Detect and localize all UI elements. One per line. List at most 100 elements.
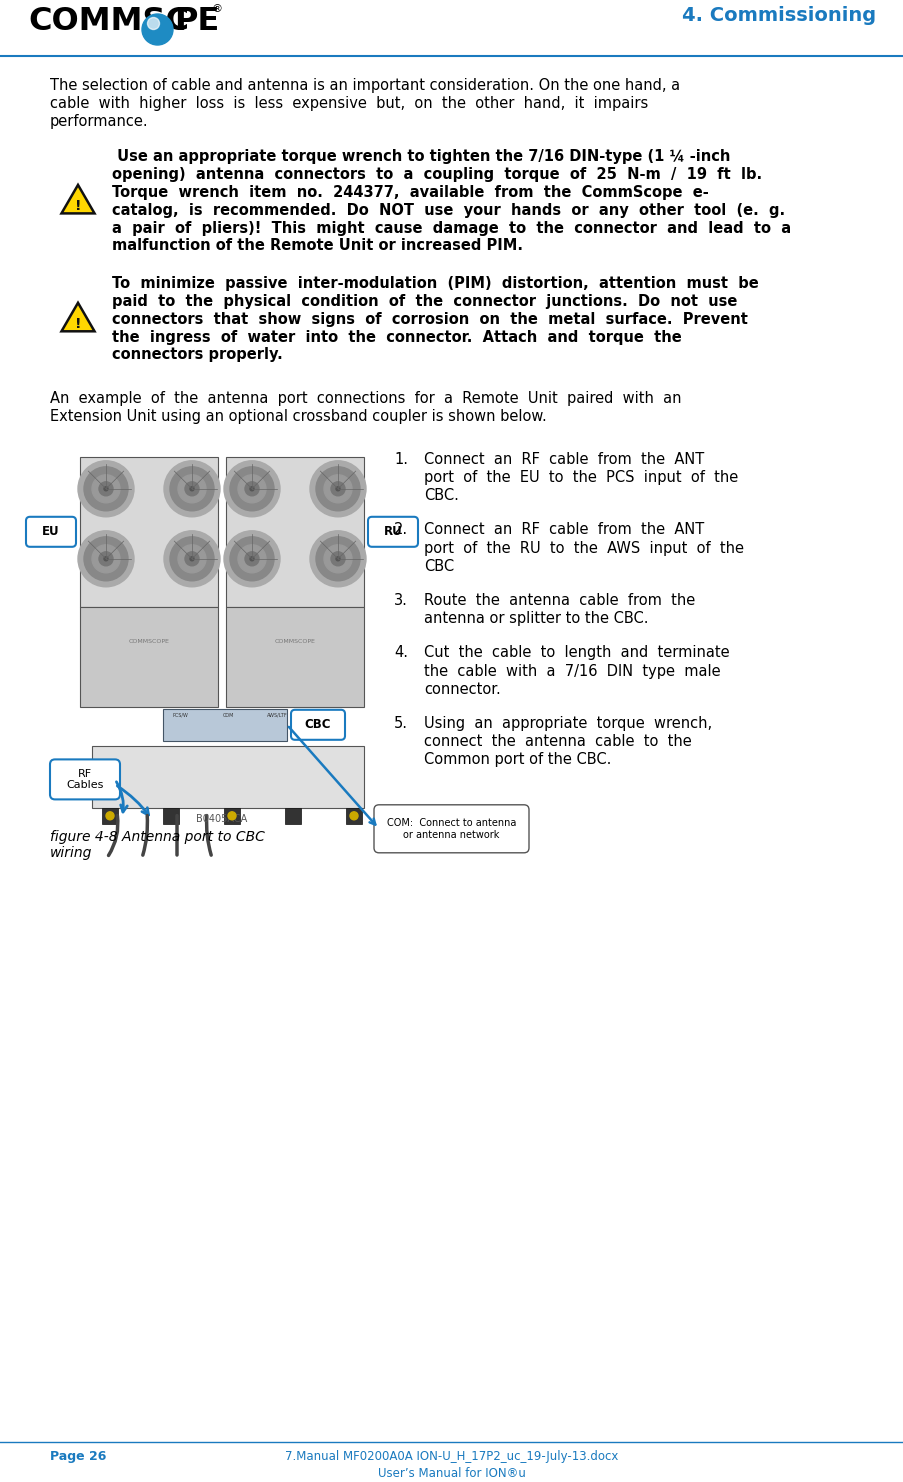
Text: The selection of cable and antenna is an important consideration. On the one han: The selection of cable and antenna is an… bbox=[50, 79, 679, 93]
Text: COMMSCOPE: COMMSCOPE bbox=[275, 639, 315, 645]
Circle shape bbox=[84, 467, 128, 511]
FancyBboxPatch shape bbox=[79, 456, 218, 606]
FancyBboxPatch shape bbox=[226, 606, 364, 707]
Text: Connect  an  RF  cable  from  the  ANT: Connect an RF cable from the ANT bbox=[424, 452, 703, 467]
Text: !: ! bbox=[75, 199, 81, 213]
Text: User’s Manual for ION®u: User’s Manual for ION®u bbox=[377, 1467, 526, 1481]
Text: the  cable  with  a  7/16  DIN  type  male: the cable with a 7/16 DIN type male bbox=[424, 664, 720, 679]
Circle shape bbox=[92, 474, 120, 502]
Circle shape bbox=[92, 545, 120, 574]
Text: CBC: CBC bbox=[304, 719, 330, 731]
FancyBboxPatch shape bbox=[284, 808, 301, 824]
FancyBboxPatch shape bbox=[226, 456, 364, 606]
Circle shape bbox=[104, 557, 107, 560]
Text: B0405ACA: B0405ACA bbox=[196, 814, 247, 824]
Circle shape bbox=[336, 486, 340, 491]
Circle shape bbox=[237, 545, 265, 574]
Text: An  example  of  the  antenna  port  connections  for  a  Remote  Unit  paired  : An example of the antenna port connectio… bbox=[50, 391, 681, 406]
Text: the  ingress  of  water  into  the  connector.  Attach  and  torque  the: the ingress of water into the connector.… bbox=[112, 329, 681, 345]
Polygon shape bbox=[61, 302, 95, 332]
Circle shape bbox=[190, 557, 194, 560]
FancyBboxPatch shape bbox=[368, 517, 417, 547]
Circle shape bbox=[316, 467, 359, 511]
Circle shape bbox=[170, 536, 214, 581]
Text: Extension Unit using an optional crossband coupler is shown below.: Extension Unit using an optional crossba… bbox=[50, 409, 546, 424]
Circle shape bbox=[99, 482, 113, 496]
FancyBboxPatch shape bbox=[374, 805, 528, 852]
FancyBboxPatch shape bbox=[346, 808, 361, 824]
Text: Using  an  appropriate  torque  wrench,: Using an appropriate torque wrench, bbox=[424, 716, 712, 731]
Circle shape bbox=[78, 461, 134, 517]
Circle shape bbox=[163, 461, 219, 517]
Text: CBC: CBC bbox=[424, 559, 453, 574]
Circle shape bbox=[190, 486, 194, 491]
Circle shape bbox=[316, 536, 359, 581]
Circle shape bbox=[323, 545, 351, 574]
FancyBboxPatch shape bbox=[50, 759, 120, 799]
Circle shape bbox=[250, 486, 254, 491]
Text: COMMSC: COMMSC bbox=[28, 6, 189, 37]
Text: connectors  that  show  signs  of  corrosion  on  the  metal  surface.  Prevent: connectors that show signs of corrosion … bbox=[112, 311, 747, 328]
FancyBboxPatch shape bbox=[224, 808, 239, 824]
Circle shape bbox=[330, 482, 345, 496]
Text: figure 4-8 Antenna port to CBC
wiring: figure 4-8 Antenna port to CBC wiring bbox=[50, 830, 265, 860]
FancyArrowPatch shape bbox=[117, 785, 148, 815]
Circle shape bbox=[336, 557, 340, 560]
Circle shape bbox=[185, 551, 199, 566]
Circle shape bbox=[170, 467, 214, 511]
FancyBboxPatch shape bbox=[163, 708, 286, 741]
Circle shape bbox=[310, 461, 366, 517]
Text: COMMSCOPE: COMMSCOPE bbox=[128, 639, 169, 645]
Circle shape bbox=[229, 536, 274, 581]
Circle shape bbox=[224, 461, 280, 517]
Text: COM:  Connect to antenna
or antenna network: COM: Connect to antenna or antenna netwo… bbox=[386, 818, 516, 840]
FancyBboxPatch shape bbox=[26, 517, 76, 547]
Text: 3.: 3. bbox=[394, 593, 407, 608]
Circle shape bbox=[229, 467, 274, 511]
Text: port  of  the  EU  to  the  PCS  input  of  the: port of the EU to the PCS input of the bbox=[424, 470, 738, 485]
Circle shape bbox=[323, 474, 351, 502]
Text: 4. Commissioning: 4. Commissioning bbox=[681, 6, 875, 25]
Circle shape bbox=[228, 812, 236, 820]
Text: connector.: connector. bbox=[424, 682, 500, 697]
Text: connect  the  antenna  cable  to  the: connect the antenna cable to the bbox=[424, 734, 691, 750]
Text: CBC.: CBC. bbox=[424, 488, 459, 504]
Text: AWS/LTF: AWS/LTF bbox=[266, 713, 287, 717]
Text: RU: RU bbox=[383, 525, 402, 538]
Circle shape bbox=[185, 482, 199, 496]
Circle shape bbox=[104, 486, 107, 491]
Text: To  minimize  passive  inter-modulation  (PIM)  distortion,  attention  must  be: To minimize passive inter-modulation (PI… bbox=[112, 276, 758, 290]
Text: 2.: 2. bbox=[394, 522, 407, 538]
Text: Cut  the  cable  to  length  and  terminate: Cut the cable to length and terminate bbox=[424, 645, 729, 661]
Text: paid  to  the  physical  condition  of  the  connector  junctions.  Do  not  use: paid to the physical condition of the co… bbox=[112, 293, 737, 310]
Text: EU: EU bbox=[42, 525, 60, 538]
Circle shape bbox=[78, 531, 134, 587]
Text: COM: COM bbox=[223, 713, 234, 717]
Text: Page 26: Page 26 bbox=[50, 1449, 107, 1463]
Circle shape bbox=[147, 18, 159, 30]
Text: 4.: 4. bbox=[394, 645, 407, 661]
Circle shape bbox=[330, 551, 345, 566]
Text: antenna or splitter to the CBC.: antenna or splitter to the CBC. bbox=[424, 611, 647, 627]
Circle shape bbox=[163, 531, 219, 587]
Circle shape bbox=[245, 482, 259, 496]
Text: performance.: performance. bbox=[50, 114, 148, 129]
Circle shape bbox=[237, 474, 265, 502]
Text: 5.: 5. bbox=[394, 716, 407, 731]
FancyBboxPatch shape bbox=[79, 606, 218, 707]
Circle shape bbox=[178, 545, 206, 574]
Text: a  pair  of  pliers)!  This  might  cause  damage  to  the  connector  and  lead: a pair of pliers)! This might cause dama… bbox=[112, 221, 790, 236]
FancyBboxPatch shape bbox=[92, 745, 364, 808]
Text: RF
Cables: RF Cables bbox=[66, 769, 104, 790]
Polygon shape bbox=[61, 185, 95, 213]
FancyBboxPatch shape bbox=[291, 710, 345, 740]
Text: PCS/W: PCS/W bbox=[172, 713, 189, 717]
Circle shape bbox=[84, 536, 128, 581]
FancyBboxPatch shape bbox=[102, 808, 118, 824]
Text: cable  with  higher  loss  is  less  expensive  but,  on  the  other  hand,  it : cable with higher loss is less expensive… bbox=[50, 96, 647, 111]
Text: 1.: 1. bbox=[394, 452, 407, 467]
Text: Connect  an  RF  cable  from  the  ANT: Connect an RF cable from the ANT bbox=[424, 522, 703, 538]
Circle shape bbox=[310, 531, 366, 587]
Circle shape bbox=[224, 531, 280, 587]
Circle shape bbox=[250, 557, 254, 560]
